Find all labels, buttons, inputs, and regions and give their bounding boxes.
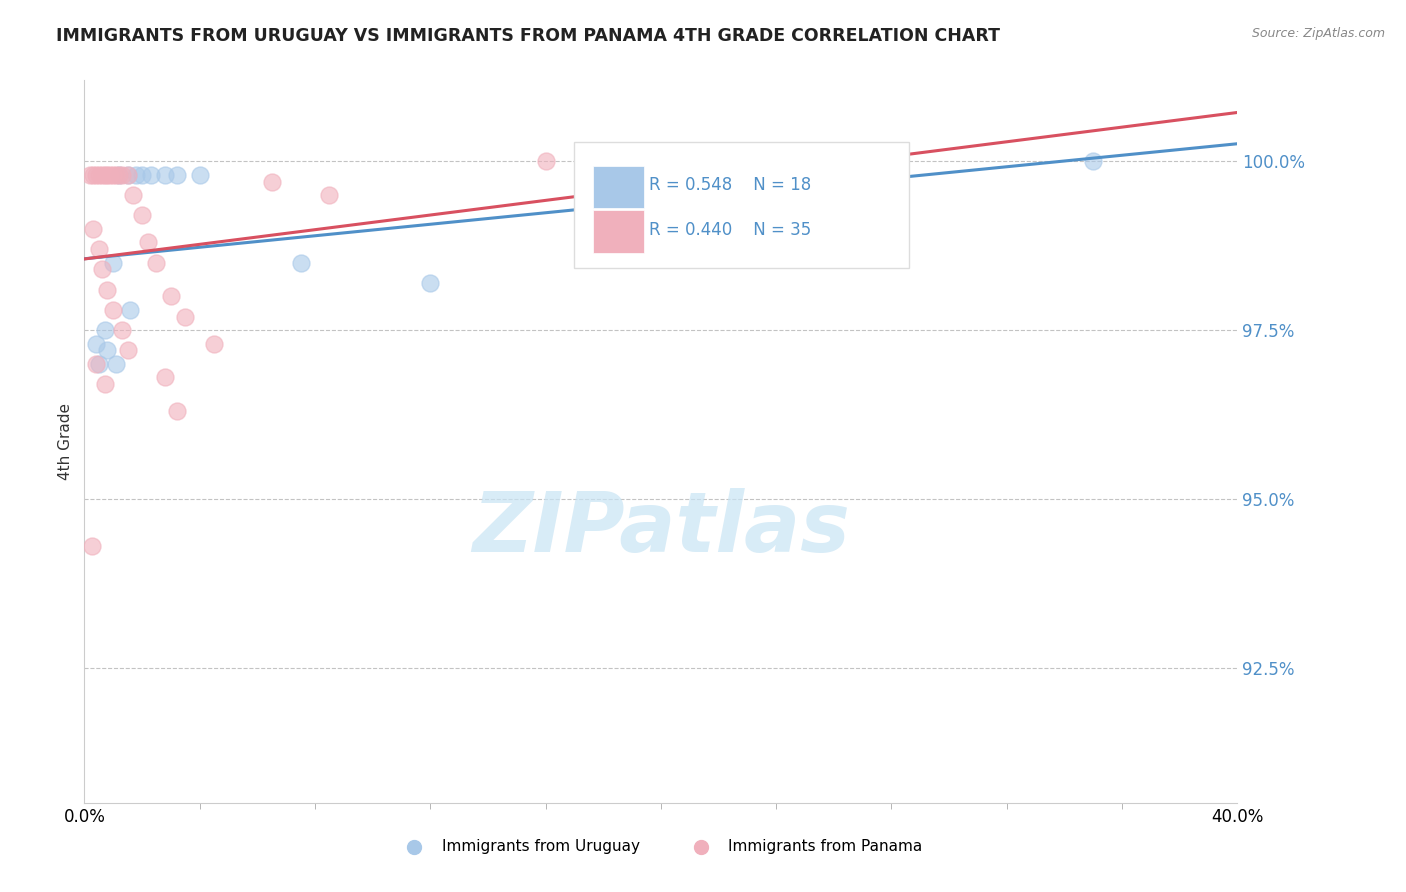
Point: [84, 336, 107, 351]
Point: [96, 283, 118, 297]
Point: [139, 168, 162, 182]
Point: [117, 343, 139, 358]
Point: [84, 357, 107, 371]
Point: [105, 357, 128, 371]
Point: [103, 168, 124, 182]
FancyBboxPatch shape: [593, 211, 644, 253]
Point: [131, 168, 153, 182]
Point: [160, 289, 183, 303]
Point: [90, 168, 112, 182]
Point: [93, 323, 115, 337]
Point: [87, 242, 110, 256]
Point: [93, 377, 115, 392]
Text: R = 0.440    N = 35: R = 0.440 N = 35: [650, 221, 811, 239]
Y-axis label: 4th Grade: 4th Grade: [58, 403, 73, 480]
Point: [96, 343, 118, 358]
Point: [318, 188, 340, 202]
Point: [111, 168, 134, 182]
Point: [153, 168, 176, 182]
Text: ZIPatlas: ZIPatlas: [472, 488, 849, 569]
Point: [166, 168, 188, 182]
Point: [260, 175, 283, 189]
Point: [105, 168, 128, 182]
Point: [82, 222, 104, 236]
Text: IMMIGRANTS FROM URUGUAY VS IMMIGRANTS FROM PANAMA 4TH GRADE CORRELATION CHART: IMMIGRANTS FROM URUGUAY VS IMMIGRANTS FR…: [56, 27, 1000, 45]
Point: [103, 302, 124, 317]
Text: R = 0.548    N = 18: R = 0.548 N = 18: [650, 176, 811, 194]
FancyBboxPatch shape: [593, 166, 644, 208]
Point: [96, 168, 118, 182]
Point: [122, 188, 145, 202]
Point: [202, 336, 225, 351]
Point: [166, 404, 188, 418]
Point: [534, 154, 557, 169]
Point: [87, 357, 110, 371]
Point: [117, 168, 139, 182]
Point: [82, 168, 104, 182]
Text: Source: ZipAtlas.com: Source: ZipAtlas.com: [1251, 27, 1385, 40]
Point: [79, 168, 101, 182]
Point: [103, 255, 124, 269]
FancyBboxPatch shape: [575, 142, 908, 268]
Point: [117, 168, 139, 182]
Point: [131, 208, 153, 222]
Point: [419, 276, 441, 290]
Point: [145, 255, 167, 269]
Point: [136, 235, 159, 250]
Point: [120, 302, 142, 317]
Point: [90, 262, 112, 277]
Legend: Immigrants from Uruguay, Immigrants from Panama: Immigrants from Uruguay, Immigrants from…: [392, 833, 929, 860]
Point: [108, 168, 131, 182]
Point: [188, 168, 211, 182]
Point: [87, 168, 110, 182]
Point: [108, 168, 131, 182]
Point: [174, 310, 197, 324]
Point: [1083, 154, 1105, 169]
Point: [125, 168, 148, 182]
Point: [98, 168, 121, 182]
Point: [111, 323, 134, 337]
Point: [93, 168, 115, 182]
Point: [290, 255, 312, 269]
Point: [153, 370, 176, 384]
Point: [84, 168, 107, 182]
Point: [80, 539, 103, 553]
